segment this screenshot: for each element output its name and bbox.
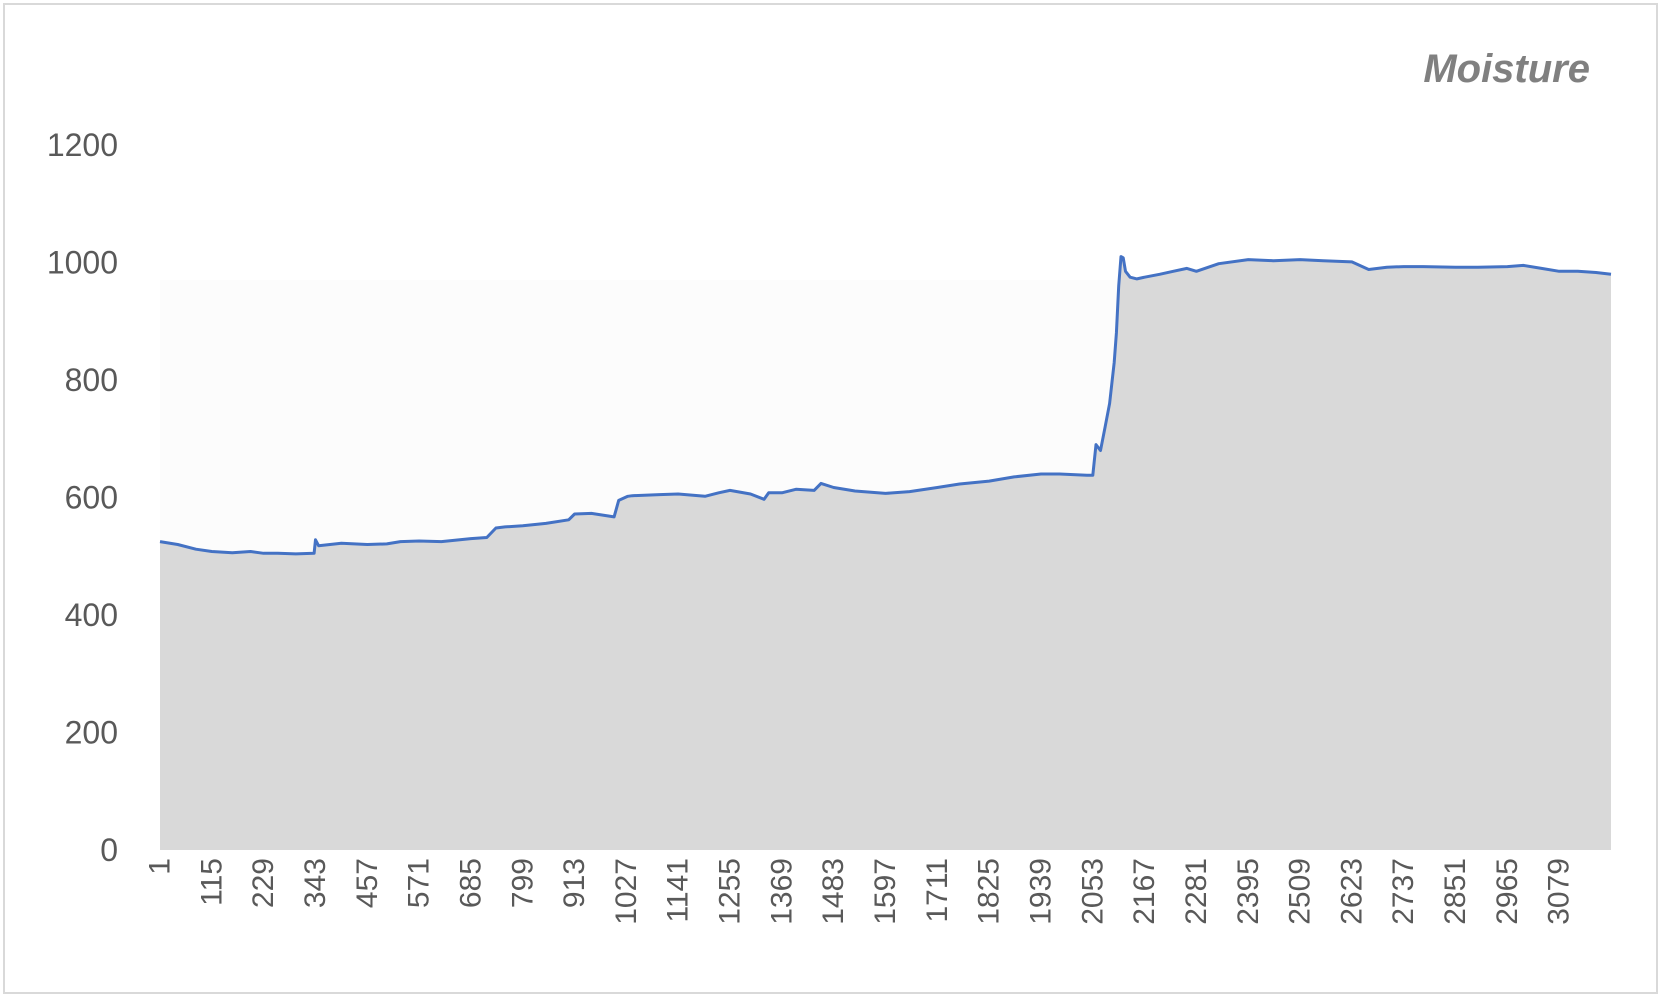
x-tick-label: 1939 — [1024, 858, 1057, 925]
y-tick-label: 400 — [65, 597, 118, 633]
x-tick-label: 2737 — [1387, 858, 1420, 925]
x-tick-label: 1711 — [921, 858, 954, 923]
y-tick-label: 600 — [65, 480, 118, 516]
x-tick-label: 2851 — [1439, 858, 1472, 925]
x-tick-label: 1369 — [765, 858, 798, 925]
x-tick-label: 115 — [195, 858, 228, 906]
x-tick-label: 229 — [247, 858, 280, 908]
x-tick-label: 799 — [506, 858, 539, 908]
x-tick-label: 1825 — [973, 858, 1006, 925]
x-tick-label: 343 — [299, 858, 332, 908]
x-tick-label: 1 — [144, 858, 177, 875]
x-tick-label: 1141 — [662, 858, 695, 923]
moisture-series-line — [159, 255, 1612, 556]
y-axis: 0 200 400 600 800 1000 1200 — [47, 127, 118, 868]
x-tick-label: 1483 — [817, 858, 850, 925]
y-tick-label: 200 — [65, 715, 118, 751]
x-tick-label: 2281 — [1180, 858, 1213, 925]
x-tick-label: 1027 — [610, 858, 643, 925]
x-tick-label: 2509 — [1284, 858, 1317, 925]
x-tick-label: 3079 — [1543, 858, 1576, 925]
x-tick-label: 1597 — [869, 858, 902, 925]
y-tick-label: 1000 — [47, 245, 118, 281]
chart-title: Moisture — [1423, 47, 1590, 91]
x-tick-label: 2965 — [1491, 858, 1524, 925]
x-tick-label: 685 — [454, 858, 487, 908]
x-tick-label: 457 — [351, 858, 384, 908]
x-tick-label: 1255 — [714, 858, 747, 925]
x-tick-label: 2395 — [1232, 858, 1265, 925]
y-tick-label: 1200 — [47, 127, 118, 163]
x-tick-label: 571 — [403, 858, 436, 908]
x-tick-label: 2623 — [1335, 858, 1368, 925]
x-tick-label: 913 — [558, 858, 591, 908]
x-tick-label: 2053 — [1076, 858, 1109, 925]
x-tick-label: 2167 — [1128, 858, 1161, 925]
y-tick-label: 800 — [65, 362, 118, 398]
x-axis: 1 115 229 343 457 571 685 799 913 1027 1141 1255 136… — [144, 858, 1576, 925]
y-tick-label: 0 — [100, 832, 118, 868]
moisture-area — [160, 256, 1611, 851]
